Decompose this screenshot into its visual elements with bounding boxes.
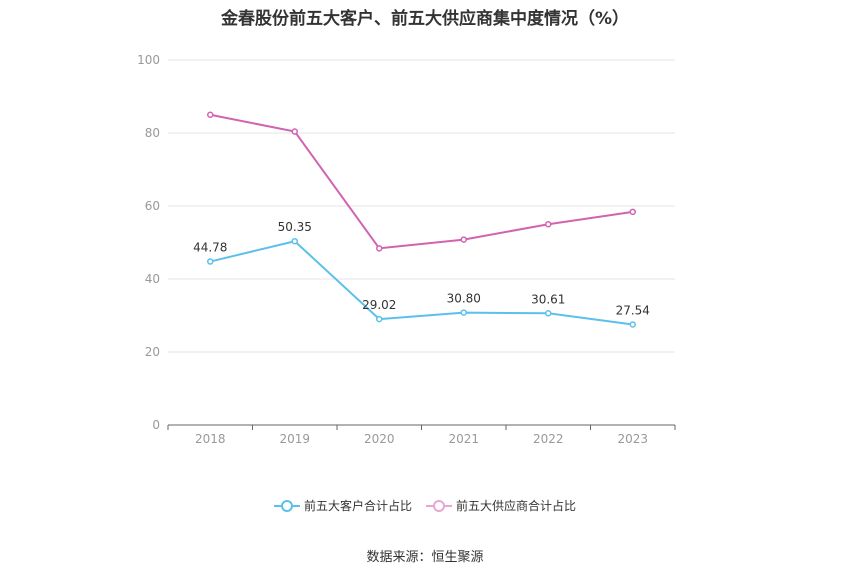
data-point [545,310,552,317]
legend-item-suppliers[interactable]: 前五大供应商合计占比 [426,497,576,514]
legend-item-customers[interactable]: 前五大客户合计占比 [273,497,412,514]
data-label: 44.78 [193,241,227,255]
data-labels: 44.78 50.35 29.02 30.80 30.61 27.54 [193,220,650,317]
data-label: 29.02 [362,298,396,312]
data-label: 50.35 [278,220,312,234]
y-tick-label: 40 [145,272,160,286]
x-tick-label: 2020 [364,432,395,446]
series-lines [207,111,636,328]
data-point [460,236,467,243]
data-label: 30.61 [531,292,565,306]
y-tick-label: 60 [145,199,160,213]
y-tick-label: 20 [145,345,160,359]
data-point [460,309,467,316]
data-source: 数据来源：恒生聚源 [366,550,484,565]
line-marker-icon [426,499,452,513]
x-tick-label: 2019 [279,432,310,446]
x-tick-label: 2018 [195,432,226,446]
data-point [376,315,383,323]
x-tick-label: 2022 [533,432,564,446]
x-tick-label: 2021 [448,432,479,446]
grid-lines [168,59,675,353]
data-label: 30.80 [447,292,481,306]
y-tick-label: 100 [137,53,160,67]
y-tick-label: 80 [145,126,160,140]
series-line-2 [210,113,633,250]
data-point [207,111,214,118]
series-line-1 [210,240,633,326]
data-point [291,237,298,245]
line-marker-icon [273,499,300,513]
x-tick-label: 2023 [617,432,648,446]
data-point [629,321,636,328]
data-label: 27.54 [616,303,650,317]
data-point [545,221,552,228]
data-point [291,128,298,135]
y-tick-label: 0 [152,418,160,432]
legend: 前五大客户合计占比 前五大供应商合计占比 [0,497,850,514]
chart-title: 金春股份前五大客户、前五大供应商集中度情况（%） [220,9,630,29]
legend-label-suppliers: 前五大供应商合计占比 [456,499,577,513]
data-point [629,208,636,216]
data-point [207,258,214,265]
data-point [376,245,383,252]
legend-label-customers: 前五大客户合计占比 [303,499,412,513]
axes: 0 20 40 60 80 100 2018 2019 2020 2021 2022 2023 [137,53,676,446]
